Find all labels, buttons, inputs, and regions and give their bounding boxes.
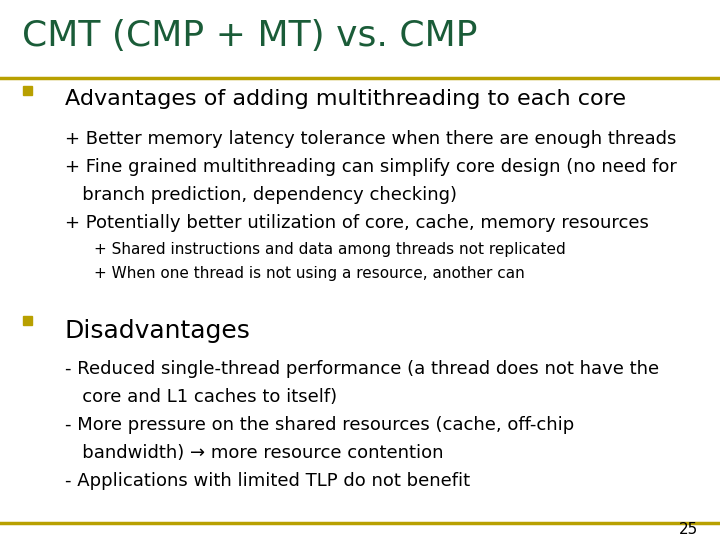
Bar: [23, 86, 32, 95]
Text: - More pressure on the shared resources (cache, off-chip: - More pressure on the shared resources …: [65, 416, 574, 434]
Text: + Fine grained multithreading can simplify core design (no need for: + Fine grained multithreading can simpli…: [65, 158, 677, 176]
Text: + Better memory latency tolerance when there are enough threads: + Better memory latency tolerance when t…: [65, 130, 676, 147]
Text: 25: 25: [679, 522, 698, 537]
Text: branch prediction, dependency checking): branch prediction, dependency checking): [65, 186, 456, 204]
Text: + When one thread is not using a resource, another can: + When one thread is not using a resourc…: [94, 266, 524, 281]
Bar: [23, 316, 32, 325]
Text: Advantages of adding multithreading to each core: Advantages of adding multithreading to e…: [65, 89, 626, 109]
Text: + Potentially better utilization of core, cache, memory resources: + Potentially better utilization of core…: [65, 214, 649, 232]
Text: bandwidth) → more resource contention: bandwidth) → more resource contention: [65, 444, 444, 462]
Text: - Reduced single-thread performance (a thread does not have the: - Reduced single-thread performance (a t…: [65, 360, 659, 377]
Text: core and L1 caches to itself): core and L1 caches to itself): [65, 388, 337, 406]
Text: - Applications with limited TLP do not benefit: - Applications with limited TLP do not b…: [65, 472, 470, 490]
Text: CMT (CMP + MT) vs. CMP: CMT (CMP + MT) vs. CMP: [22, 19, 477, 53]
Text: + Shared instructions and data among threads not replicated: + Shared instructions and data among thr…: [94, 242, 565, 257]
Text: Disadvantages: Disadvantages: [65, 319, 251, 343]
